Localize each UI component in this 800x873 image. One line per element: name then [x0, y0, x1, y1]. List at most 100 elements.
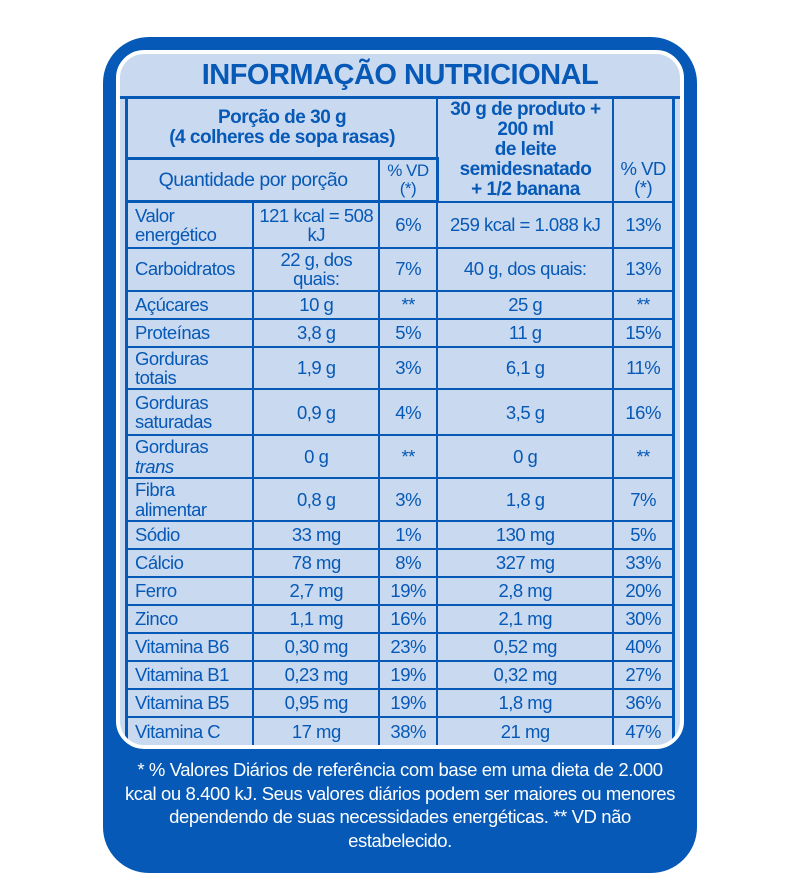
serving-left-line2: (4 colheres de sopa rasas) [169, 126, 395, 148]
qty-per-portion: 0,8 g [252, 477, 381, 523]
table-row: Fibra alimentar 0,8 g 3% 1,8 g 7% [125, 477, 676, 523]
table-row: Proteínas 3,8 g 5% 11 g 15% [125, 317, 676, 348]
qty-with-milk: 2,1 mg [436, 604, 615, 635]
table-row: Carboidratos 22 g, dos quais: 7% 40 g, d… [125, 246, 676, 292]
nutrient-name: Valor energético [125, 200, 255, 249]
nutrient-name: Carboidratos [125, 246, 255, 292]
nutrient-name: Gorduras saturadas [125, 388, 255, 437]
serving-right-line2: de leite semidesnatado [459, 138, 592, 180]
vd-with-milk: 13% [612, 246, 676, 292]
qty-per-portion: 3,8 g [252, 317, 381, 348]
vd-per-portion: 19% [378, 688, 439, 719]
qty-with-milk: 1,8 mg [436, 688, 615, 719]
qty-with-milk: 11 g [436, 317, 615, 348]
nutrient-name: Ferro [125, 576, 255, 607]
nutrient-name: Gorduras trans [125, 434, 255, 480]
vd-per-portion: ** [378, 434, 439, 480]
vd-with-milk: 16% [612, 388, 676, 437]
vd-with-milk: 36% [612, 688, 676, 719]
vd-with-milk: 5% [612, 520, 676, 551]
vd-per-portion: 4% [378, 388, 439, 437]
vd-with-milk: ** [612, 289, 676, 320]
nutrient-name: Vitamina C [125, 716, 255, 746]
header-row-columns: Quantidade por porção % VD (*) [125, 157, 674, 204]
qty-with-milk: 1,8 g [436, 477, 615, 523]
vd-with-milk: 40% [612, 632, 676, 663]
nutrient-name: Gorduras totais [125, 345, 255, 391]
table-row: Vitamina B5 0,95 mg 19% 1,8 mg 36% [125, 688, 676, 719]
qty-per-portion: 10 g [252, 289, 381, 320]
vd-header-left: % VD (*) [378, 157, 439, 204]
qty-per-portion: 0,95 mg [252, 688, 381, 719]
nutrient-name: Proteínas [125, 317, 255, 348]
vd-per-portion: 6% [378, 200, 439, 249]
vd-with-milk: 33% [612, 548, 676, 579]
serving-left-line1: Porção de 30 g [217, 107, 347, 129]
qty-per-portion: 0,9 g [252, 388, 381, 437]
table-row: Vitamina C 17 mg 38% 21 mg 47% [125, 716, 676, 746]
vd-per-portion: 19% [378, 660, 439, 691]
footnote: * % Valores Diários de referência com ba… [124, 759, 676, 852]
vd-per-portion: 3% [378, 477, 439, 523]
vd-with-milk: 11% [612, 345, 676, 391]
qty-per-portion: 17 mg [252, 716, 381, 746]
qty-with-milk: 0,52 mg [436, 632, 615, 663]
serving-right-line3: + 1/2 banana [471, 178, 580, 200]
vd-per-portion: ** [378, 289, 439, 320]
qty-per-portion: 121 kcal = 508 kJ [252, 200, 381, 249]
table-row: Valor energético 121 kcal = 508 kJ 6% 25… [125, 200, 676, 249]
table-row: Zinco 1,1 mg 16% 2,1 mg 30% [125, 604, 676, 635]
vd-with-milk: 47% [612, 716, 676, 746]
qty-per-portion: 33 mg [252, 520, 381, 551]
qty-with-milk: 3,5 g [436, 388, 615, 437]
vd-per-portion: 1% [378, 520, 439, 551]
qty-with-milk: 2,8 mg [436, 576, 615, 607]
qty-per-portion: 1,9 g [252, 345, 381, 391]
nutrient-name: Zinco [125, 604, 255, 635]
vd-per-portion: 38% [378, 716, 439, 746]
vd-per-portion: 3% [378, 345, 439, 391]
qty-per-portion: 22 g, dos quais: [252, 246, 381, 292]
serving-right-header: 30 g de produto + 200 ml de leite semide… [436, 99, 615, 203]
table-row: Vitamina B6 0,30 mg 23% 0,52 mg 40% [125, 632, 676, 663]
qty-per-portion: 78 mg [252, 548, 381, 579]
page-title: INFORMAÇÃO NUTRICIONAL [120, 54, 680, 99]
qty-per-portion: 1,1 mg [252, 604, 381, 635]
qty-with-milk: 327 mg [436, 548, 615, 579]
vd-header-right: % VD (*) [612, 99, 676, 203]
table-row: Cálcio 78 mg 8% 327 mg 33% [125, 548, 676, 579]
table-row: Gorduras trans 0 g ** 0 g ** [125, 434, 676, 480]
nutrition-table: Porção de 30 g (4 colheres de sopa rasas… [125, 99, 676, 746]
vd-per-portion: 19% [378, 576, 439, 607]
qty-with-milk: 40 g, dos quais: [436, 246, 615, 292]
vd-per-portion: 8% [378, 548, 439, 579]
qty-per-portion: 0,23 mg [252, 660, 381, 691]
qty-per-portion: 2,7 mg [252, 576, 381, 607]
table-row: Ferro 2,7 mg 19% 2,8 mg 20% [125, 576, 676, 607]
nutrition-panel: INFORMAÇÃO NUTRICIONAL Porção de 30 g (4… [116, 50, 684, 750]
vd-with-milk: 13% [612, 200, 676, 249]
table-row: Açúcares 10 g ** 25 g ** [125, 289, 676, 320]
vd-per-portion: 23% [378, 632, 439, 663]
qty-with-milk: 259 kcal = 1.088 kJ [436, 200, 615, 249]
qty-with-milk: 0,32 mg [436, 660, 615, 691]
vd-per-portion: 7% [378, 246, 439, 292]
vd-with-milk: 20% [612, 576, 676, 607]
qty-column-header: Quantidade por porção [125, 157, 381, 204]
table-row: Gorduras saturadas 0,9 g 4% 3,5 g 16% [125, 388, 676, 437]
qty-with-milk: 6,1 g [436, 345, 615, 391]
nutrient-name: Fibra alimentar [125, 477, 255, 523]
nutrient-name: Açúcares [125, 289, 255, 320]
qty-with-milk: 130 mg [436, 520, 615, 551]
vd-with-milk: 27% [612, 660, 676, 691]
qty-per-portion: 0 g [252, 434, 381, 480]
table-row: Sódio 33 mg 1% 130 mg 5% [125, 520, 676, 551]
nutrient-name: Vitamina B1 [125, 660, 255, 691]
serving-left-header: Porção de 30 g (4 colheres de sopa rasas… [125, 99, 439, 160]
nutrition-label-card: INFORMAÇÃO NUTRICIONAL Porção de 30 g (4… [103, 37, 697, 873]
vd-with-milk: 15% [612, 317, 676, 348]
qty-with-milk: 25 g [436, 289, 615, 320]
header-row-serving: Porção de 30 g (4 colheres de sopa rasas… [125, 99, 676, 203]
serving-right-line1: 30 g de produto + 200 ml [450, 99, 601, 140]
vd-per-portion: 5% [378, 317, 439, 348]
